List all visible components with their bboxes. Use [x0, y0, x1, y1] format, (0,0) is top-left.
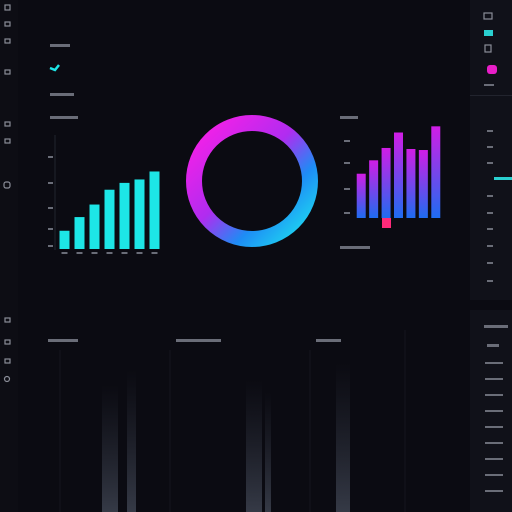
sidebar	[0, 0, 18, 512]
bar	[431, 126, 441, 218]
bar	[89, 204, 100, 249]
x-label-block	[61, 252, 68, 254]
x-label-block	[91, 252, 98, 254]
bar	[119, 182, 130, 249]
bar	[394, 132, 403, 218]
negative-segment	[382, 218, 391, 228]
bar	[134, 179, 145, 249]
x-label-block	[106, 252, 113, 254]
bar	[356, 173, 366, 218]
right-panel-items	[470, 12, 512, 492]
axis-blocks	[48, 140, 350, 247]
x-label-block	[121, 252, 128, 254]
bar	[149, 171, 160, 249]
x-label-block	[136, 252, 143, 254]
lower-panels	[59, 330, 406, 512]
bar	[74, 217, 85, 249]
bar	[406, 148, 416, 218]
bar	[418, 150, 428, 218]
bar	[59, 230, 70, 249]
x-label-block	[76, 252, 83, 254]
bar	[381, 147, 391, 218]
header-blocks	[48, 44, 370, 342]
x-label-block	[151, 252, 158, 254]
bar	[104, 189, 115, 249]
donut-ring	[186, 115, 318, 247]
sidebar-icons	[3, 4, 11, 383]
bar	[369, 160, 379, 218]
